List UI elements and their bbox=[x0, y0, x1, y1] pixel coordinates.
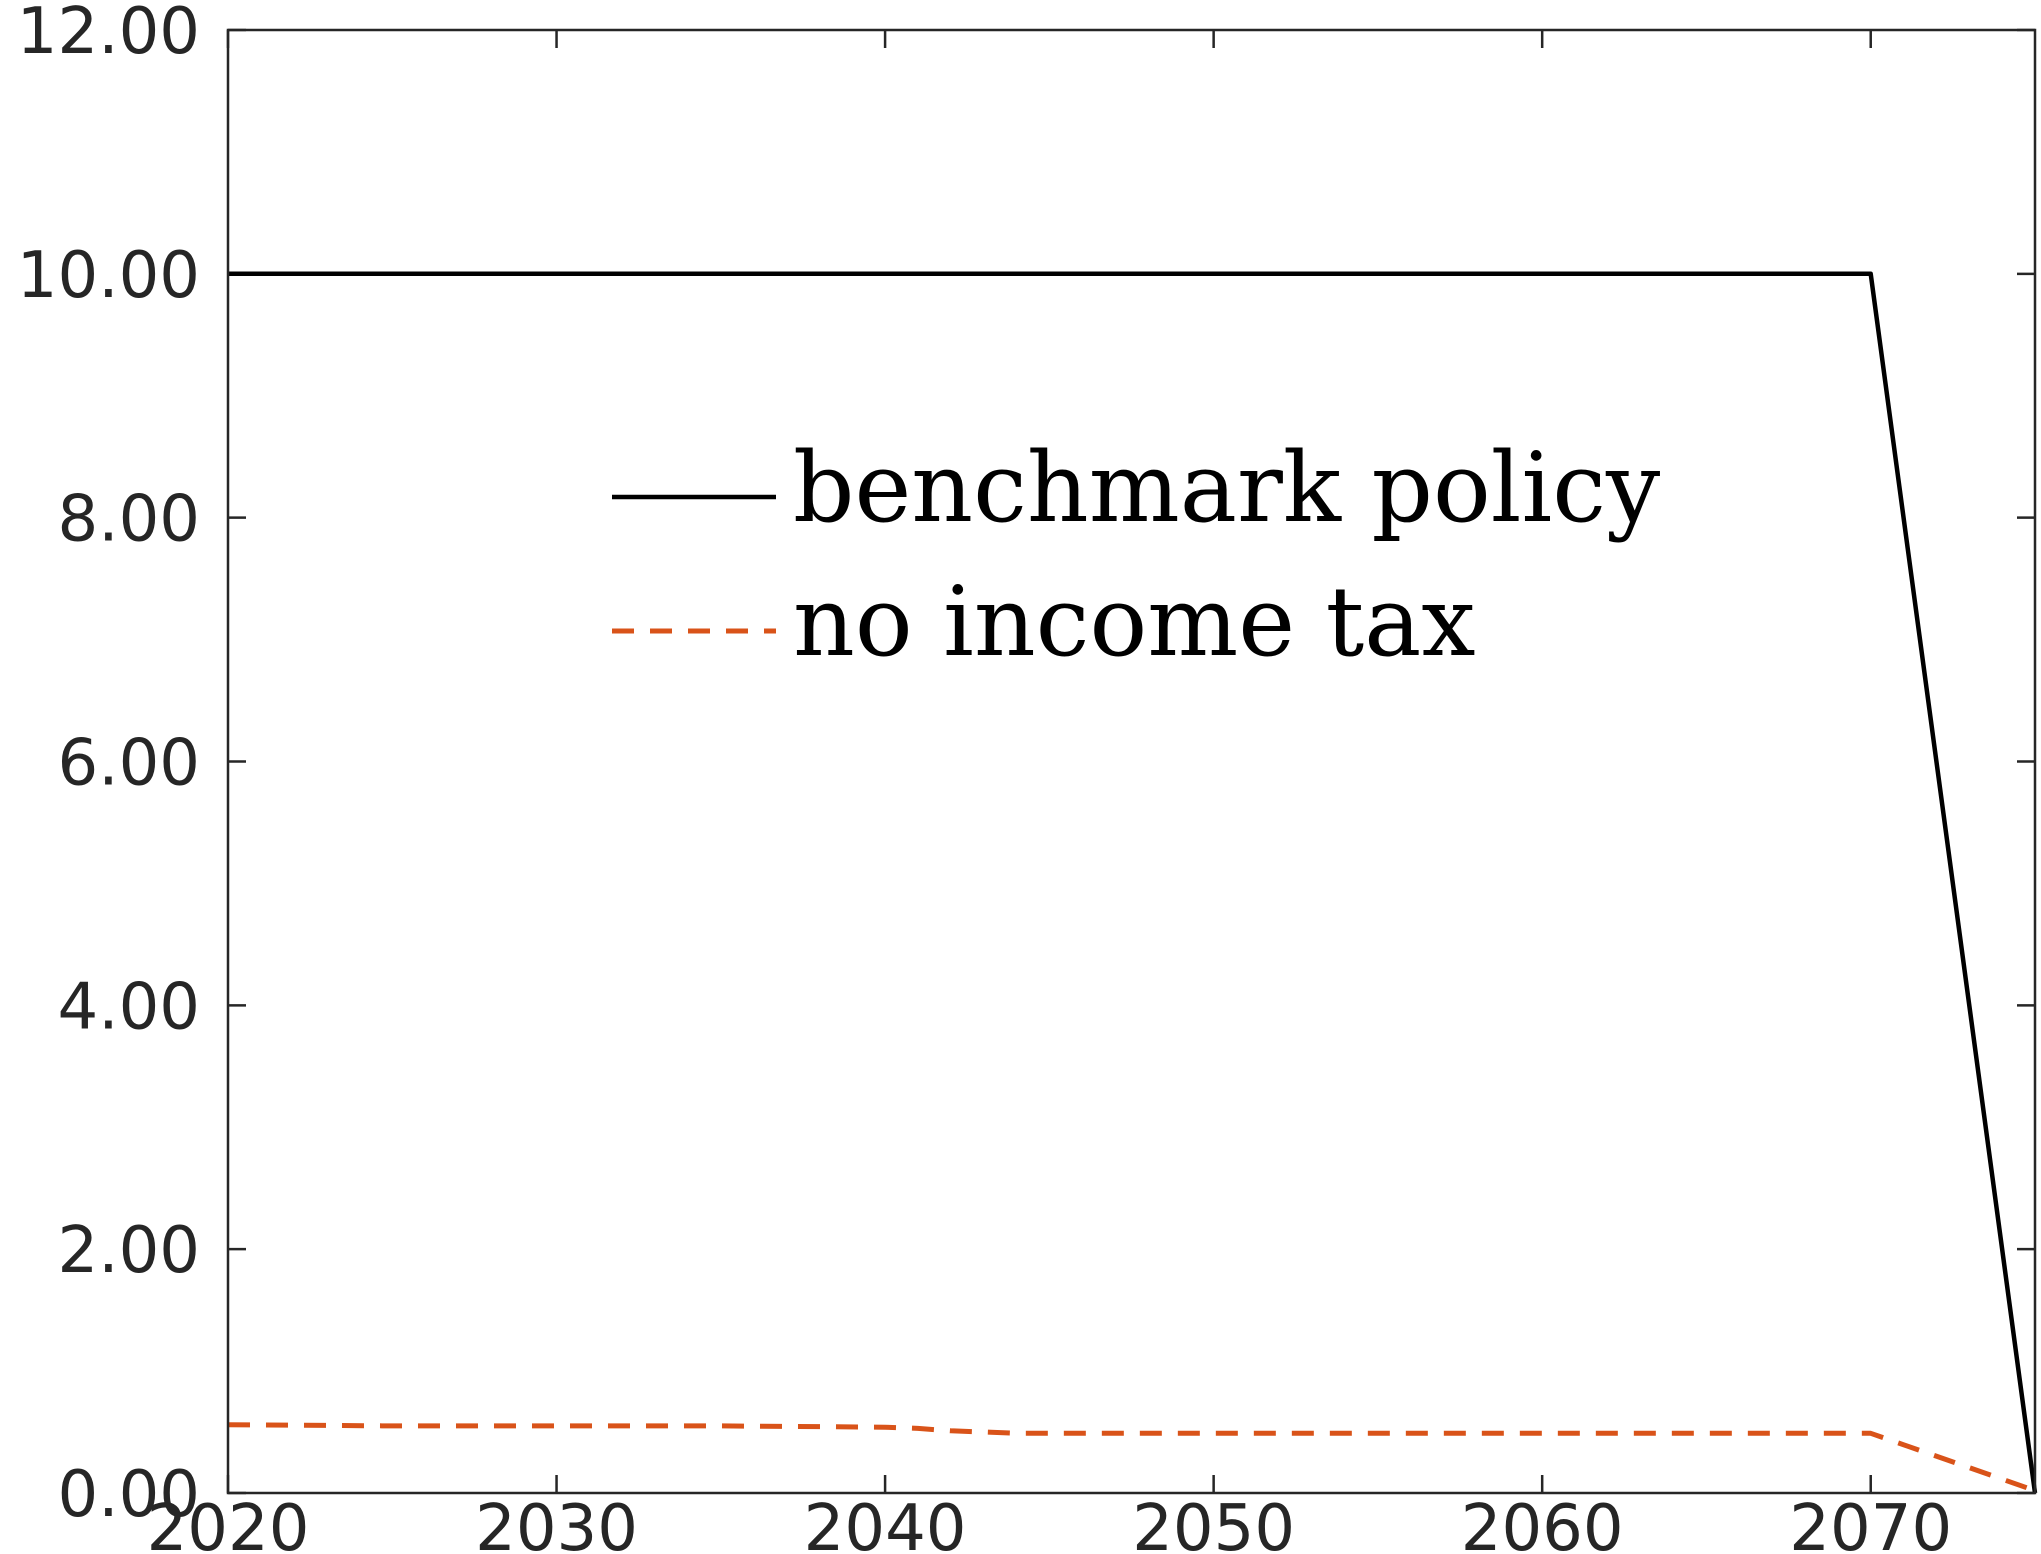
legend-entry-label: benchmark policy bbox=[793, 432, 1660, 544]
x-axis-tick-labels: 2020 2030 2040 2050 2060 2070 bbox=[147, 1492, 1953, 1554]
x-tick-label: 2050 bbox=[1132, 1492, 1295, 1554]
plot-area bbox=[228, 30, 2035, 1493]
y-tick-label: 0.00 bbox=[58, 1458, 201, 1532]
y-tick-label: 4.00 bbox=[58, 970, 201, 1044]
x-tick-label: 2020 bbox=[147, 1492, 310, 1554]
series-line-benchmark-policy bbox=[228, 271, 2038, 1494]
y-tick-label: 2.00 bbox=[58, 1214, 201, 1288]
y-tick-label: 6.00 bbox=[58, 727, 201, 801]
series-line-no-income-tax bbox=[227, 1422, 2036, 1493]
legend: benchmark policy no income tax bbox=[612, 432, 1660, 678]
y-tick-label: 12.00 bbox=[17, 0, 200, 69]
x-tick-label: 2030 bbox=[475, 1492, 638, 1554]
y-tick-label: 10.00 bbox=[17, 239, 200, 313]
y-axis-tick-labels: 0.00 2.00 4.00 6.00 8.00 10.00 12.00 bbox=[17, 0, 200, 1532]
x-tick-label: 2060 bbox=[1461, 1492, 1624, 1554]
y-tick-label: 8.00 bbox=[58, 483, 201, 557]
x-tick-label: 2070 bbox=[1789, 1492, 1952, 1554]
series-lines bbox=[227, 271, 2038, 1494]
plot-frame bbox=[226, 28, 2037, 1495]
legend-entry-label: no income tax bbox=[793, 566, 1476, 678]
x-tick-label: 2040 bbox=[804, 1492, 967, 1554]
